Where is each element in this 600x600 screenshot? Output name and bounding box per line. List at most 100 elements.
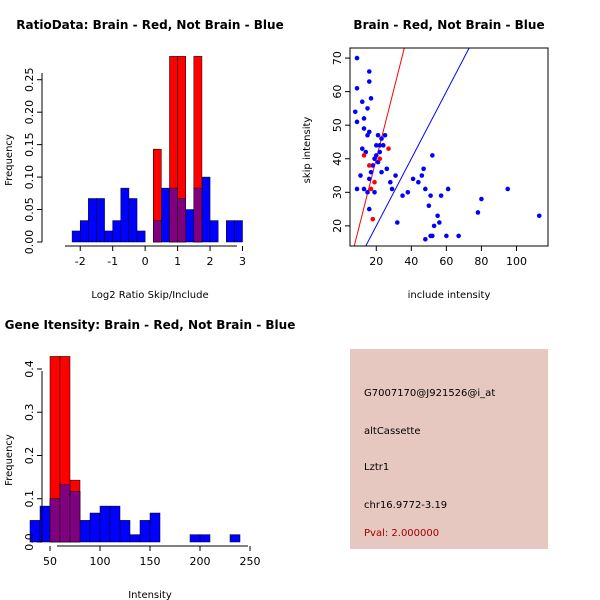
ratio-x-axis-label: Log2 Ratio Skip/Include (91, 290, 208, 301)
notbrain-point (430, 153, 435, 158)
brain-point (372, 179, 377, 185)
blue-reference-line (365, 48, 470, 246)
intensity-y-tick-label: 0.3 (23, 403, 36, 421)
notbrain-point (410, 176, 416, 182)
scatter-y-tick-label: 60 (331, 85, 344, 99)
notbrain-point (377, 143, 383, 148)
ratio-overlap-bar (153, 220, 162, 243)
notbrain-point (431, 223, 437, 229)
ratio-histogram-panel: RatioData: Brain - Red, Not Brain - Blue… (4, 18, 284, 301)
intensity-notbrain-bar (189, 534, 201, 543)
ratio-notbrain-bar (136, 230, 146, 243)
scatter-points (352, 55, 542, 242)
gene-name-text: Lztr1 (364, 462, 389, 473)
ratio-x-tick-label: 0 (142, 255, 149, 268)
ratio-notbrain-bar (104, 230, 113, 243)
scatter-x-tick-label: 100 (506, 255, 527, 268)
notbrain-point (375, 132, 381, 138)
ratio-notbrain-bar (234, 220, 243, 243)
ratio-notbrain-bar (161, 187, 170, 243)
probe-id-text: G7007170@J921526@i_at (364, 388, 495, 399)
intensity-y-tick-label: 0.1 (23, 490, 36, 508)
ratio-notbrain-bar (209, 220, 219, 243)
brain-point (366, 163, 372, 168)
brain-point (368, 186, 374, 192)
notbrain-point (368, 169, 374, 175)
scatter-y-tick-label: 30 (331, 185, 344, 199)
intensity-notbrain-bar (229, 534, 241, 543)
notbrain-point (479, 196, 484, 202)
notbrain-point (358, 173, 363, 178)
notbrain-point (370, 163, 376, 168)
intensity-y-tick-label: 0.4 (23, 360, 36, 378)
ratio-y-tick-label: 0.00 (23, 230, 36, 255)
notbrain-point (354, 186, 360, 192)
ratio-y-axis-label: Frequency (4, 134, 15, 186)
ratio-notbrain-bar (71, 230, 81, 243)
ratio-notbrain-bar (185, 209, 195, 243)
notbrain-point (395, 220, 400, 225)
notbrain-point (368, 96, 374, 101)
notbrain-point (373, 143, 379, 148)
intensity-y-ticks: 0.0 0.1 0.2 0.3 0.4 (23, 360, 42, 551)
info-box-background (350, 349, 548, 549)
scatter-x-tick-label: 40 (404, 255, 418, 268)
notbrain-point (359, 99, 365, 104)
notbrain-point (400, 193, 405, 198)
notbrain-point (377, 149, 383, 155)
ratio-y-tick-label: 0.05 (23, 197, 36, 222)
scatter-y-tick-label: 70 (331, 51, 344, 65)
notbrain-point (365, 132, 370, 138)
notbrain-point (361, 186, 367, 192)
notbrain-point (428, 193, 433, 198)
ratio-overlap-bar (177, 198, 186, 243)
notbrain-point (445, 186, 451, 192)
scatter-x-tick-label: 60 (439, 255, 453, 268)
notbrain-point (384, 166, 390, 172)
ratio-y-tick-label: 0.25 (23, 67, 36, 92)
intensity-x-axis-label: Intensity (128, 590, 172, 600)
notbrain-point (435, 213, 440, 219)
notbrain-point (536, 213, 542, 219)
notbrain-point (379, 169, 384, 175)
scatter-x-ticks: 20 40 60 80 100 (369, 246, 527, 268)
intensity-overlap-bar (59, 484, 71, 543)
notbrain-point (359, 146, 365, 151)
notbrain-point (382, 132, 388, 138)
scatter-plot-frame (349, 47, 549, 247)
notbrain-point (423, 186, 428, 192)
ratio-x-tick-label: -1 (107, 255, 118, 268)
intensity-y-axis-label: Frequency (4, 434, 15, 486)
ratio-notbrain-bar (79, 220, 89, 243)
intensity-bars (29, 356, 241, 543)
intensity-x-ticks: 50 100 150 200 250 (43, 546, 261, 568)
scatter-y-tick-label: 20 (331, 219, 344, 233)
scatter-x-axis-label: include intensity (408, 290, 491, 301)
intensity-notbrain-bar (109, 505, 121, 543)
notbrain-point (354, 55, 360, 61)
notbrain-point (388, 179, 393, 185)
notbrain-point (372, 190, 377, 195)
intensity-overlap-bar (69, 491, 81, 543)
notbrain-point (419, 173, 425, 178)
notbrain-point (365, 190, 370, 195)
ratio-x-tick-label: 2 (207, 255, 214, 268)
notbrain-point (361, 126, 367, 131)
intensity-histogram-panel: Gene Itensity: Brain - Red, Not Brain - … (4, 318, 295, 600)
scatter-y-tick-label: 50 (331, 118, 344, 132)
brain-point (370, 216, 376, 222)
ratio-bars (71, 56, 243, 243)
notbrain-point (365, 106, 370, 111)
ratio-y-tick-label: 0.20 (23, 100, 36, 125)
notbrain-point (354, 85, 360, 91)
intensity-notbrain-bar (139, 520, 151, 543)
notbrain-point (505, 186, 510, 192)
intensity-notbrain-bar (129, 534, 141, 543)
intensity-x-tick-label: 150 (140, 555, 161, 568)
intensity-notbrain-bar (89, 512, 101, 543)
intensity-overlap-bar (49, 498, 61, 543)
ratio-y-tick-label: 0.15 (23, 132, 36, 157)
ratio-y-tick-label: 0.10 (23, 165, 36, 190)
notbrain-point (475, 210, 481, 215)
